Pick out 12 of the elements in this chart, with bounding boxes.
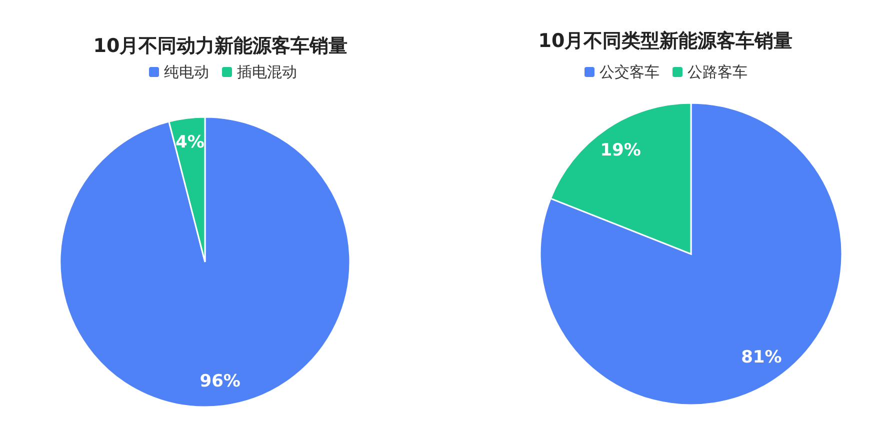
legend-label: 插电混动: [237, 63, 297, 81]
legend-label: 公路客车: [688, 63, 748, 81]
data-label: 96%: [200, 371, 240, 392]
legend-label: 公交客车: [600, 63, 660, 81]
data-label: 19%: [600, 140, 641, 160]
chart-title: 10月不同类型新能源客车销量: [538, 30, 793, 52]
chart-title: 10月不同动力新能源客车销量: [93, 35, 348, 57]
data-label: 4%: [175, 132, 204, 153]
legend-label: 纯电动: [164, 63, 209, 81]
data-label: 81%: [741, 348, 782, 368]
pie-slice: [539, 102, 843, 406]
pie-slice: [59, 116, 351, 408]
